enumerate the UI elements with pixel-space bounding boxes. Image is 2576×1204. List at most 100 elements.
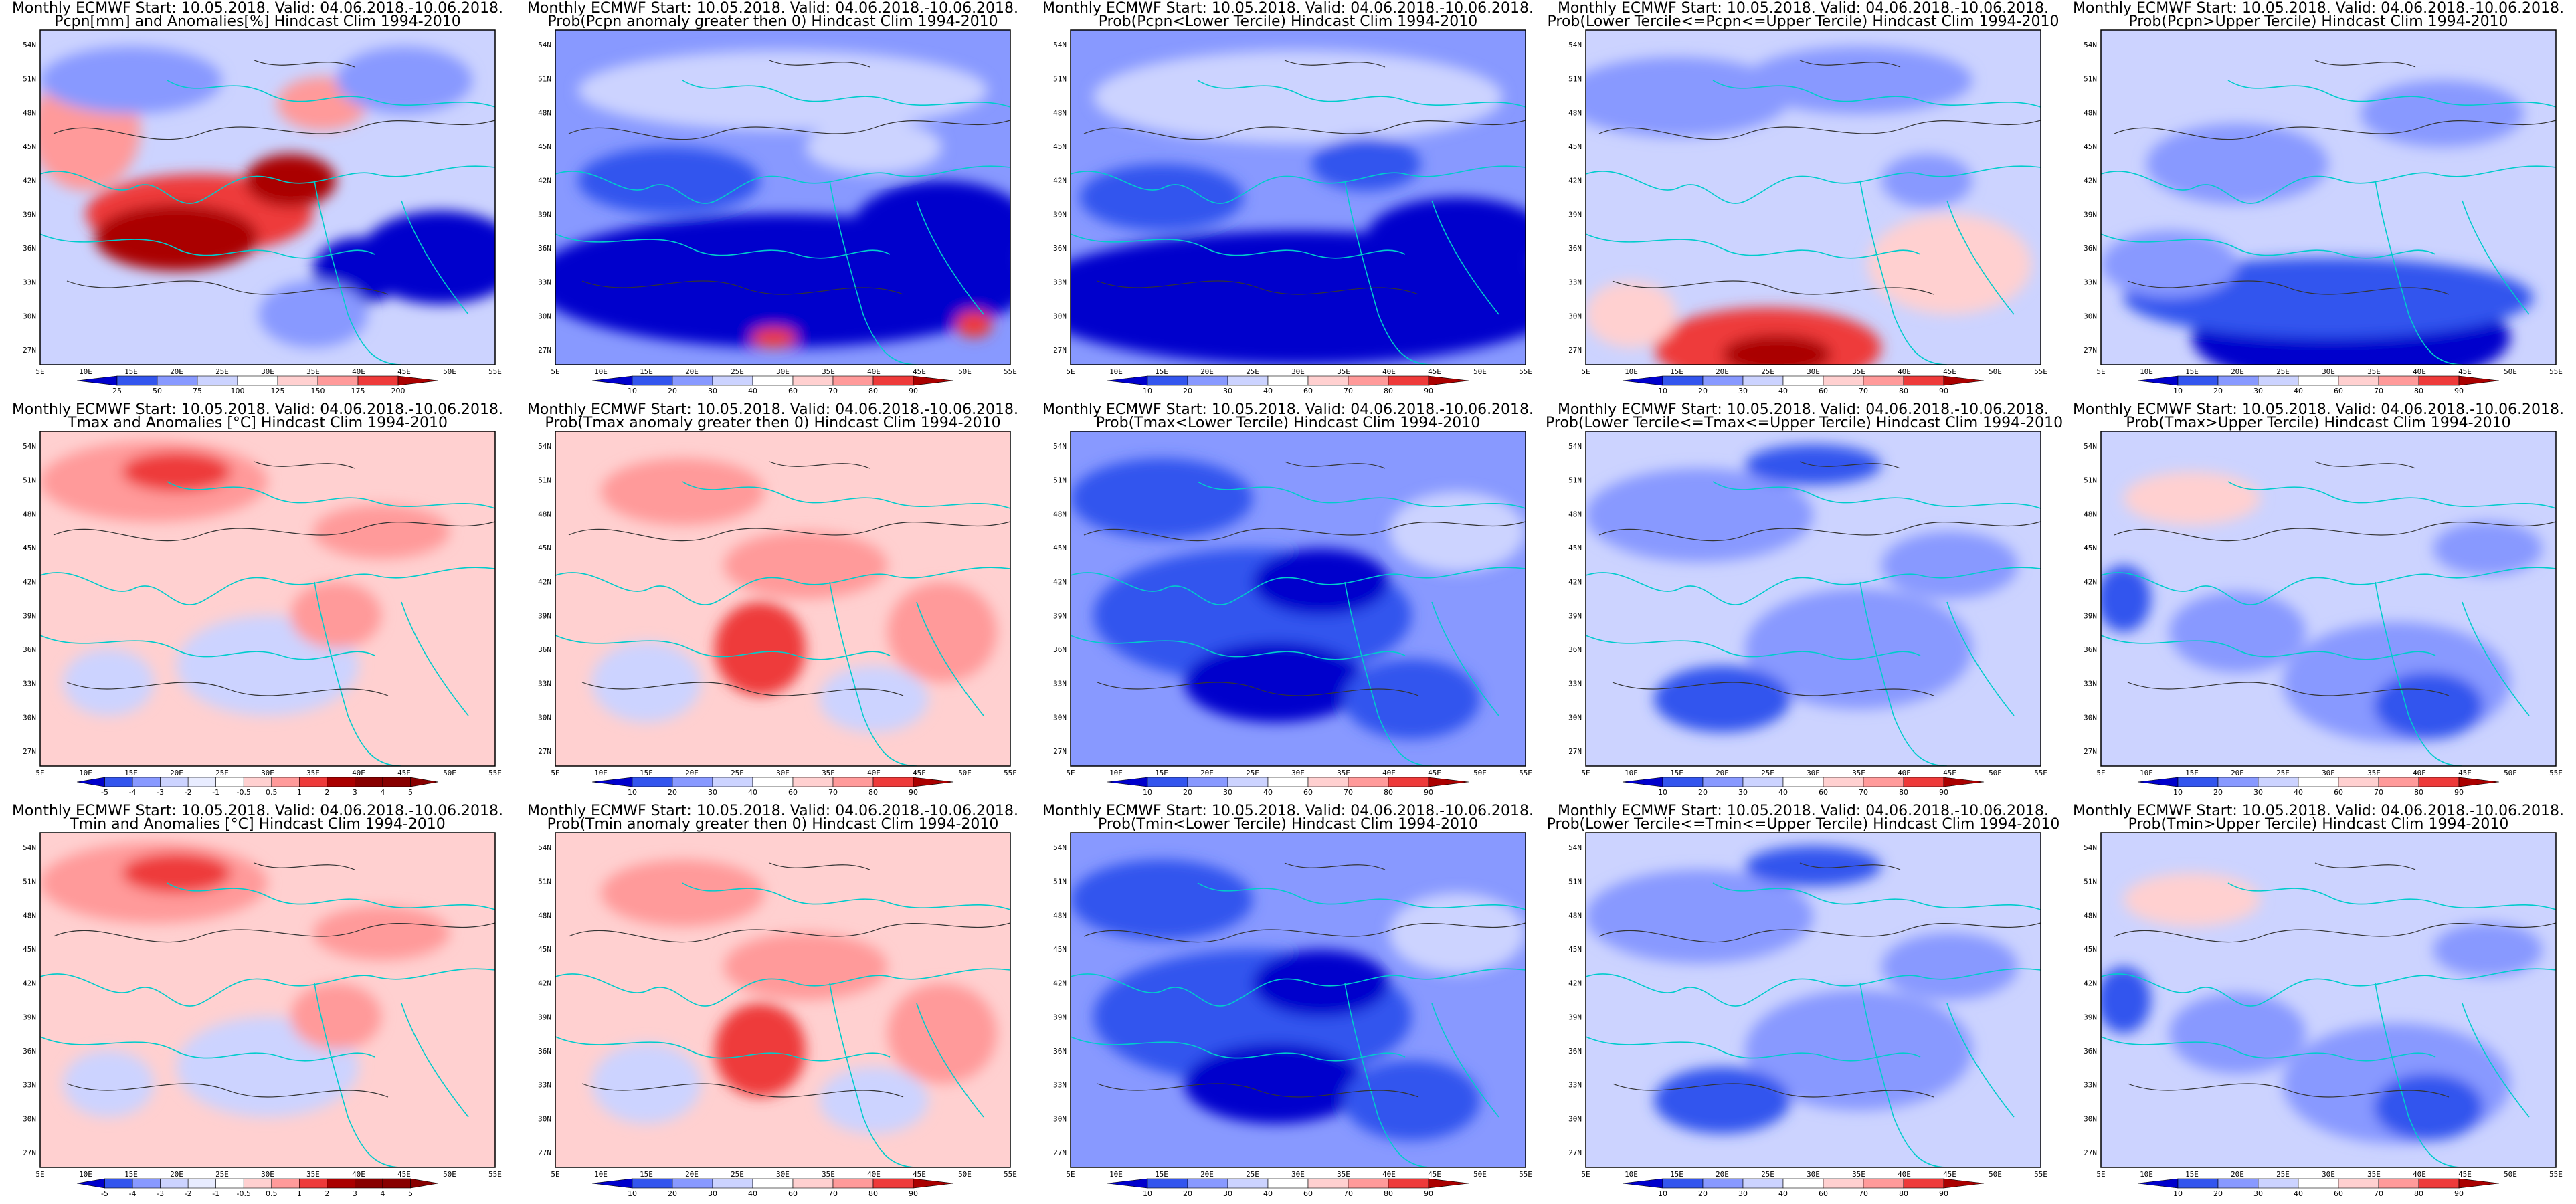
anomaly-region [2169,592,2306,672]
latitude-tick-label: 39N [2084,210,2097,219]
colorbar-label: 40 [1263,1189,1273,1198]
colorbar-label: 90 [1939,788,1948,797]
colorbar-label: 25 [112,387,122,395]
colorbar-label: 40 [748,1189,757,1198]
latitude-tick-label: 45N [1568,945,1582,954]
longitude-tick-label: 20E [1200,1170,1214,1179]
colorbar-swatch [1662,1178,1704,1189]
latitude-tick-label: 30N [538,713,551,722]
colorbar-label: 40 [1778,788,1788,797]
latitude-tick-label: 33N [2084,1081,2097,1090]
anomaly-region [578,147,760,214]
longitude-tick-label: 30E [776,769,790,777]
colorbar-label: 80 [868,788,878,797]
colorbar-label: 30 [1223,387,1232,395]
coastline [1344,983,1433,1167]
latitude-tick-label: 30N [1568,1114,1582,1123]
latitude-tick-label: 27N [1568,1148,1582,1157]
anomaly-region [1253,950,1389,1017]
longitude-tick-label: 5E [1581,1170,1590,1179]
map-figure: 54N 51N 48N 45N 42N 39N 36N 33N 30N 27N 5E 10E 15E 20… [2084,832,2563,1198]
anomaly-region [245,154,336,207]
anomaly-region [313,505,450,559]
latitude-tick-label: 36N [538,244,551,253]
coastline [40,635,375,660]
longitude-tick-label: 30E [261,769,274,777]
contour-line [2114,521,2556,542]
colorbar-swatch [712,777,753,787]
latitude-tick-label: 33N [1568,1081,1582,1090]
colorbar-swatch [632,375,673,386]
colorbar-swatch [672,777,713,787]
map-panel-pcpn-anom: 54N 51N 48N 45N 42N 39N 36N 33N 30N 27N 5E 10E 15E 20… [0,0,515,401]
longitude-tick-label: 55E [1519,367,1532,376]
latitude-tick-label: 45N [2084,142,2097,151]
colorbar-swatch [382,777,411,787]
latitude-tick-label: 45N [2084,945,2097,954]
colorbar: 10 20 30 40 60 70 80 90 [591,1178,954,1198]
anomaly-region [1253,548,1389,615]
longitude-tick-label: 45E [1943,367,1956,376]
colorbar-label: 40 [1778,387,1788,395]
longitude-tick-label: 5E [2096,367,2105,376]
longitude-tick-label: 20E [2231,1170,2244,1179]
colorbar-swatch [2217,375,2259,386]
longitude-tick-label: 15E [1155,769,1168,777]
anomaly-region [1184,642,1366,722]
map-shading [555,833,1010,1167]
colorbar-label: 10 [1658,788,1667,797]
latitude-tick-label: 51N [2084,878,2097,886]
longitude-tick-label: 25E [215,367,229,376]
colorbar-label: 2 [325,1189,329,1198]
colorbar-label: 125 [271,387,285,395]
colorbar-label: 70 [1859,1189,1868,1198]
colorbar-label: 90 [1424,1189,1433,1198]
colorbar-label: 60 [788,1189,798,1198]
latitude-tick-label: 48N [1053,510,1067,518]
colorbar-label: 40 [1778,1189,1788,1198]
colorbar-label: -4 [129,1189,136,1198]
colorbar-label: 30 [1223,788,1232,797]
map-panel-pcpn-prob-upper: 54N 51N 48N 45N 42N 39N 36N 33N 30N 27N 5E 10E 15E 20… [2061,0,2576,401]
longitude-tick-label: 15E [1670,1170,1683,1179]
latitude-tick-label: 48N [538,510,551,518]
latitude-tick-label: 54N [2084,442,2097,451]
coastline [1859,983,1948,1167]
longitude-tick-label: 35E [2367,367,2381,376]
colorbar-swatch [1622,777,1663,787]
colorbar-swatch [752,777,794,787]
colorbar-label: 90 [1424,387,1433,395]
colorbar-swatch [1742,1178,1784,1189]
colorbar-label: 30 [708,387,717,395]
coastline [682,882,1010,910]
colorbar-label: 90 [1939,387,1948,395]
longitude-tick-label: 20E [1200,769,1214,777]
colorbar-swatch [712,375,753,386]
longitude-tick-label: 55E [1004,367,1017,376]
map-figure: 54N 51N 48N 45N 42N 39N 36N 33N 30N 27N 5E 10E 15E 20… [2084,431,2563,797]
colorbar-swatch [2418,1178,2460,1189]
colorbar-swatch [116,375,158,386]
anomaly-region [1722,334,1832,365]
colorbar-swatch [591,777,633,787]
colorbar-swatch [1348,375,1389,386]
colorbar-label: 10 [1143,788,1152,797]
map-figure: 54N 51N 48N 45N 42N 39N 36N 33N 30N 27N 5E 10E 15E 20… [538,431,1017,797]
colorbar-swatch [1863,1178,1904,1189]
longitude-tick-label: 25E [2276,769,2290,777]
colorbar-label: 2 [325,788,329,797]
colorbar-swatch [355,1178,383,1189]
latitude-tick-label: 45N [1053,544,1067,553]
longitude-tick-label: 55E [2034,1170,2047,1179]
colorbar-swatch [76,375,118,386]
colorbar-label: 40 [748,788,757,797]
latitude-tick-label: 27N [1053,1148,1067,1157]
contour-line [1284,461,1386,469]
colorbar-label: 30 [1223,1189,1232,1198]
latitude-tick-label: 54N [538,41,551,49]
colorbar-label: 20 [1698,1189,1708,1198]
longitude-tick-label: 45E [913,1170,926,1179]
latitude-tick-label: 54N [1053,843,1067,852]
anomaly-region [1867,214,2032,314]
